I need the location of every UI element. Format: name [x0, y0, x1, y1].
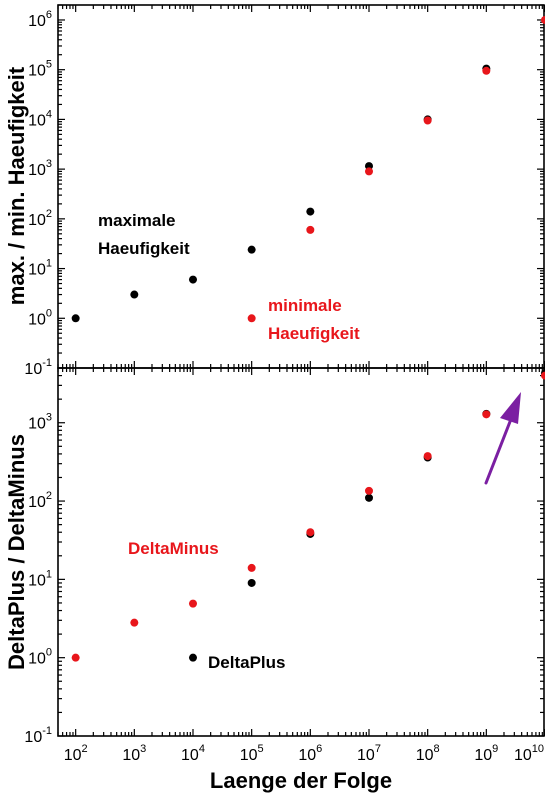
bottom-deltaminus-point — [130, 618, 139, 627]
top-maximale-haeufigkeit-point — [188, 275, 197, 284]
x-tick-label: 1010 — [514, 743, 544, 764]
y-tick-label: 106 — [28, 9, 52, 30]
x-tick-label: 102 — [64, 743, 88, 764]
bottom-deltaminus-point — [423, 452, 432, 461]
bottom-deltaplus-point — [188, 653, 197, 662]
annotation-plus: DeltaPlus — [208, 653, 285, 672]
top-minimale-haeufigkeit-point — [423, 116, 432, 125]
y-tick-label: 103 — [28, 412, 52, 433]
y-tick-label: 100 — [28, 647, 52, 668]
top-minimale-haeufigkeit-point — [541, 15, 545, 24]
x-tick-label: 104 — [181, 743, 205, 764]
axis-ticks: 10-1 100 101 102 103 104 105 106 10-1 100 101 102 10… — [24, 4, 545, 764]
top-maximale-haeufigkeit-point — [306, 207, 315, 216]
top-maximale-haeufigkeit-point — [71, 314, 80, 323]
bottom-deltaminus-point — [71, 653, 80, 662]
y-tick-label: 10-1 — [24, 725, 52, 746]
annotation-minus: DeltaMinus — [128, 539, 219, 558]
highlight-arrow — [484, 392, 521, 485]
bottom-deltaminus-point — [541, 371, 545, 380]
top-maximale-haeufigkeit-point — [130, 290, 139, 299]
x-axis-label: Laenge der Folge — [210, 768, 392, 793]
annotations: maximale Haeufigkeit minimale Haeufigkeit De… — [98, 211, 521, 672]
y-tick-label: 100 — [28, 307, 52, 328]
x-tick-label: 108 — [416, 743, 440, 764]
bottom-deltaplus-point — [364, 493, 373, 502]
bottom-deltaplus-point — [247, 578, 256, 587]
top-y-axis-label: max. / min. Haeufigkeit — [4, 66, 29, 305]
bottom-deltaminus-point — [306, 528, 315, 537]
x-tick-label: 105 — [240, 743, 264, 764]
x-tick-label: 103 — [122, 743, 146, 764]
bottom-deltaminus-point — [188, 599, 197, 608]
top-maximale-haeufigkeit-point — [247, 245, 256, 254]
bottom-deltaminus-point — [247, 563, 256, 572]
top-minimale-haeufigkeit-point — [482, 66, 491, 75]
y-tick-label: 102 — [28, 490, 52, 511]
y-tick-label: 104 — [28, 108, 52, 129]
top-minimale-haeufigkeit-point — [247, 314, 256, 323]
y-tick-label: 102 — [28, 208, 52, 229]
y-tick-label: 101 — [28, 568, 52, 589]
x-tick-label: 109 — [474, 743, 498, 764]
data-points — [71, 15, 545, 662]
y-tick-label: 103 — [28, 158, 52, 179]
top-minimale-haeufigkeit-point — [306, 225, 315, 234]
annotation-min: minimale Haeufigkeit — [268, 296, 360, 343]
annotation-max: maximale Haeufigkeit — [98, 211, 190, 258]
bottom-y-axis-label: DeltaPlus / DeltaMinus — [4, 434, 29, 670]
x-tick-label: 107 — [357, 743, 381, 764]
x-tick-label: 106 — [298, 743, 322, 764]
bottom-deltaminus-point — [364, 486, 373, 495]
top-minimale-haeufigkeit-point — [364, 167, 373, 176]
y-tick-label: 105 — [28, 59, 52, 80]
y-tick-label: 101 — [28, 258, 52, 279]
bottom-deltaminus-point — [482, 410, 491, 419]
y-tick-label: 10-1 — [24, 357, 52, 378]
